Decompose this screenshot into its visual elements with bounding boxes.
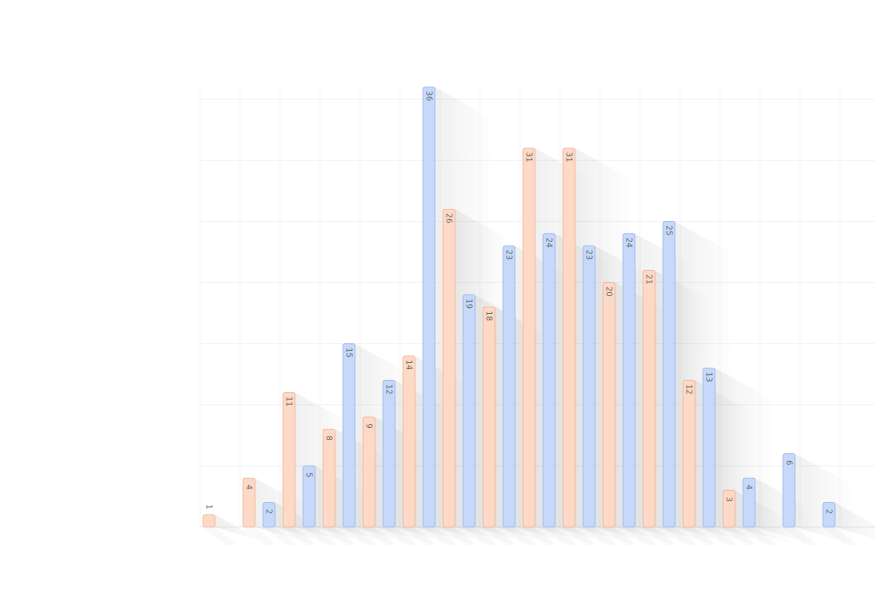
- bars: [202, 86, 836, 528]
- bar-shadow: [835, 502, 875, 539]
- bar-value-label: 24: [545, 238, 554, 248]
- bar-value-label: 31: [525, 152, 534, 162]
- bar-value-label: 15: [345, 348, 354, 358]
- bar-series-blue: [662, 221, 676, 528]
- bar-series-blue: [622, 233, 636, 528]
- bar-value-label: 14: [405, 360, 414, 370]
- bar-series-blue: [382, 379, 396, 528]
- bar-value-label: 36: [425, 91, 434, 101]
- bar-value-label: 1: [205, 504, 214, 509]
- bar-series-orange: [722, 489, 736, 528]
- bar-value-label: 12: [685, 384, 694, 394]
- bar-series-blue: [422, 86, 436, 528]
- bar-series-orange: [442, 208, 456, 528]
- bar-value-label: 13: [705, 372, 714, 382]
- bar-value-label: 23: [585, 250, 594, 260]
- bar-value-label: 23: [505, 250, 514, 260]
- bar-value-label: 18: [485, 311, 494, 321]
- bar-series-blue: [342, 343, 356, 528]
- bar-series-blue: [782, 453, 796, 528]
- bar-value-label: 5: [305, 472, 314, 477]
- bar-series-orange: [602, 282, 616, 528]
- bar-series-orange: [482, 306, 496, 528]
- bar-series-orange: [242, 477, 256, 528]
- bar-value-label: 31: [565, 152, 574, 162]
- bar-value-label: 3: [725, 497, 734, 502]
- bar-value-label: 11: [285, 396, 294, 406]
- bar-value-label: 2: [265, 509, 274, 514]
- bar-series-orange: [642, 269, 656, 528]
- bar-value-label: 12: [385, 384, 394, 394]
- bar-series-blue: [462, 294, 476, 528]
- bar-series-orange: [522, 147, 536, 528]
- bar-series-blue: [582, 245, 596, 528]
- bar-series-orange: [402, 355, 416, 528]
- bar-value-label: 19: [465, 299, 474, 309]
- bar-shadow: [215, 514, 275, 548]
- bar-value-label: 4: [245, 485, 254, 490]
- bar-value-label: 8: [325, 436, 334, 441]
- bar-value-label: 4: [745, 485, 754, 490]
- bar-series-blue: [262, 502, 276, 528]
- bar-series-orange: [362, 416, 376, 528]
- bar-value-label: 26: [445, 213, 454, 223]
- bar-value-label: 25: [665, 225, 674, 235]
- bar-value-label: 6: [785, 460, 794, 465]
- bar-series-orange: [202, 514, 216, 528]
- bar-value-label: 21: [645, 274, 654, 284]
- bar-series-blue: [822, 502, 836, 528]
- bar-value-label: 9: [365, 423, 374, 428]
- bar-series-orange: [282, 392, 296, 528]
- bar-series-blue: [302, 465, 316, 528]
- bar-series-orange: [562, 147, 576, 528]
- bar-value-label: 2: [825, 509, 834, 514]
- bar-series-blue: [742, 477, 756, 528]
- bar-series-blue: [702, 367, 716, 528]
- bar-value-label: 24: [625, 238, 634, 248]
- bar-value-label: 20: [605, 286, 614, 296]
- bar-series-orange: [322, 428, 336, 528]
- bar-series-blue: [542, 233, 556, 528]
- bar-series-blue: [502, 245, 516, 528]
- bar-series-orange: [682, 379, 696, 528]
